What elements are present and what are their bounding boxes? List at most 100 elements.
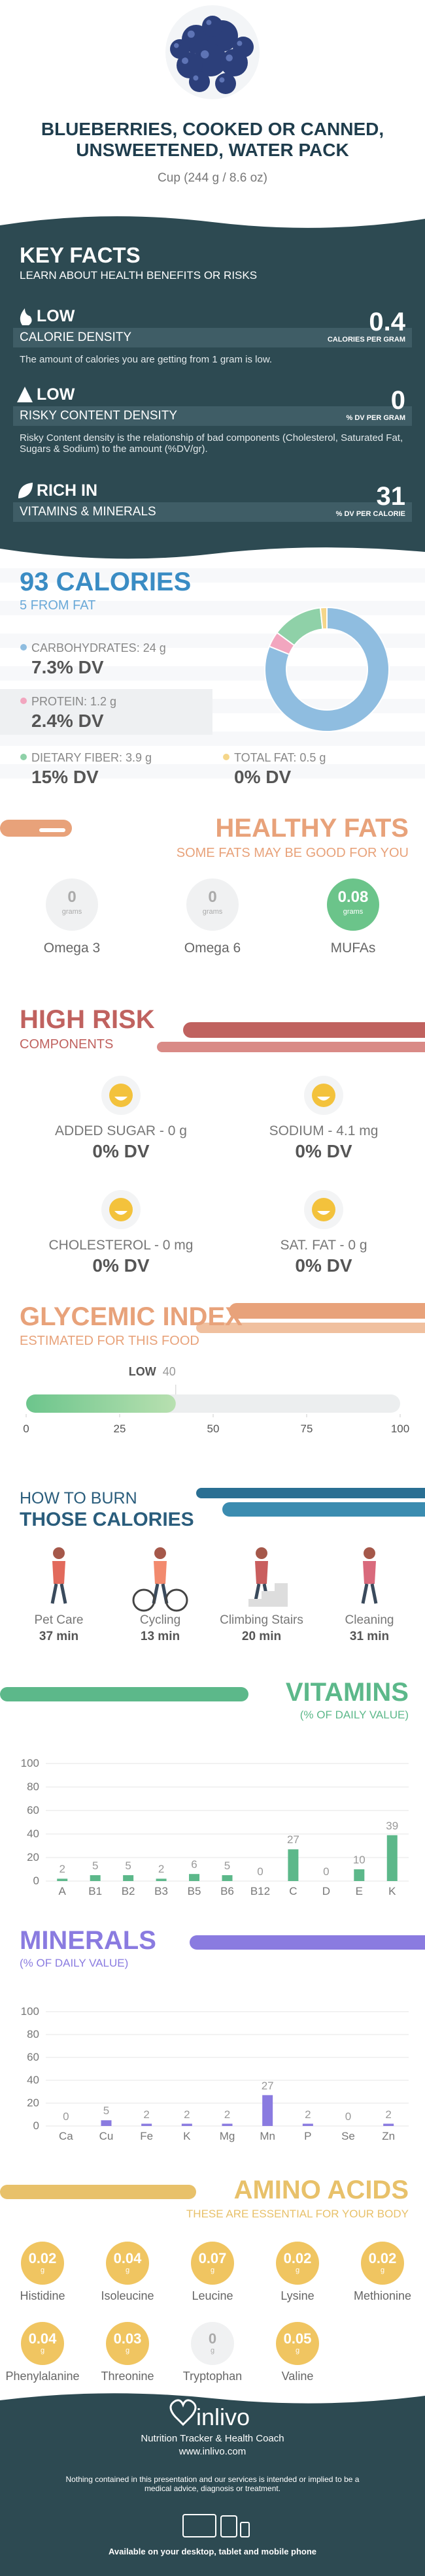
x-tick-label: K: [388, 1885, 396, 1897]
y-tick-label: 80: [27, 2028, 39, 2040]
title-bar: [190, 1935, 425, 1950]
logo-heart: [169, 2399, 197, 2426]
section-title: HIGH RISK: [20, 1005, 155, 1034]
x-tick-label: Zn: [382, 2130, 396, 2142]
face-smile: [114, 1211, 128, 1215]
nutrient-label: DIETARY FIBER: 3.9 g: [31, 751, 152, 764]
device-icon: [182, 2514, 216, 2537]
tagline: Nutrition Tracker & Health Coach: [141, 2433, 284, 2444]
person-body: [154, 1561, 167, 1584]
bar: [156, 1878, 167, 1881]
value-label: 39: [386, 1819, 399, 1832]
x-tick-label: C: [289, 1885, 298, 1897]
berry-shine: [237, 40, 243, 46]
fat-circle: [46, 878, 98, 931]
fact-value: 0.4: [369, 308, 405, 336]
amino-name: Methionine: [353, 2289, 412, 2302]
title-bar: [0, 1687, 248, 1701]
food-title: BLUEBERRIES, COOKED OR CANNED, UNSWEETEN…: [41, 119, 384, 161]
berry-shine: [187, 30, 195, 38]
risk-bar: [157, 1042, 425, 1052]
nutrient-dv: 2.4% DV: [31, 711, 104, 731]
activity-name: Cycling: [139, 1613, 181, 1627]
bar: [57, 1878, 68, 1881]
key-facts-bg: [0, 216, 425, 559]
activity-time: 37 min: [39, 1630, 79, 1643]
legend-dot: [20, 698, 27, 704]
bar: [181, 2123, 192, 2126]
y-tick-label: 0: [33, 2119, 39, 2132]
bar: [101, 2120, 112, 2126]
fact-level: RICH IN: [37, 481, 98, 500]
bar: [302, 2123, 313, 2126]
value-label: 27: [261, 2079, 274, 2092]
amino-circle: [106, 2322, 149, 2365]
fact-band: [13, 502, 412, 522]
fat-unit: grams: [202, 908, 223, 916]
y-tick-label: 100: [20, 2005, 39, 2018]
amino-value: 0.02: [283, 2250, 312, 2266]
section-title: KEY FACTS: [20, 243, 141, 267]
value-label: 10: [352, 1854, 366, 1866]
activity-time: 31 min: [349, 1630, 390, 1643]
face: [109, 1198, 133, 1221]
value-label: 6: [191, 1858, 197, 1871]
fat-value: 0: [208, 888, 217, 906]
nutrient-dv: 0% DV: [234, 767, 292, 787]
section-subtitle: ESTIMATED FOR THIS FOOD: [20, 1334, 199, 1348]
fact-band: [13, 328, 412, 347]
x-tick-label: Mn: [260, 2130, 275, 2142]
risk-dv: 0% DV: [92, 1255, 150, 1276]
y-tick-label: 40: [27, 2074, 39, 2086]
fats-bar: [39, 828, 65, 832]
bar: [383, 2123, 394, 2126]
y-tick-label: 0: [33, 1875, 39, 1887]
footer-bg: [0, 2393, 425, 2576]
serving: Cup (244 g / 8.6 oz): [158, 171, 267, 185]
berry: [189, 71, 210, 92]
face: [312, 1198, 335, 1221]
nutrient-label: TOTAL FAT: 0.5 g: [234, 751, 326, 764]
wheel: [165, 1588, 188, 1612]
fat-circle: [327, 878, 379, 931]
value-label: 5: [224, 1860, 231, 1872]
gi-tick-label: 75: [300, 1423, 313, 1435]
chart-subtitle: (% OF DAILY VALUE): [20, 1957, 129, 1969]
section-subtitle: LEARN ABOUT HEALTH BENEFITS OR RISKS: [20, 269, 258, 282]
amino-circle: [276, 2322, 319, 2365]
burn-bar: [222, 1502, 425, 1517]
bar: [141, 2123, 152, 2126]
risk-label: CHOLESTEROL - 0 mg: [48, 1238, 194, 1253]
fat-name: Omega 3: [43, 941, 101, 956]
berry: [202, 16, 223, 37]
amino-name: Valine: [281, 2370, 314, 2383]
value-label: 0: [345, 2110, 352, 2123]
berry: [215, 73, 236, 94]
stripe: [0, 666, 425, 681]
donut-slice: [264, 606, 390, 732]
amino-circle: [21, 2322, 64, 2365]
calories-subtitle: 5 FROM FAT: [20, 598, 96, 613]
stripe: [0, 732, 425, 746]
section-title: GLYCEMIC INDEX: [20, 1302, 243, 1331]
berry-shine: [201, 50, 209, 59]
fat-value: 0: [67, 888, 76, 906]
nutrient-dv: 7.3% DV: [31, 657, 104, 677]
section-subtitle: THESE ARE ESSENTIAL FOR YOUR BODY: [186, 2208, 409, 2220]
bar: [386, 1835, 398, 1881]
fact-unit: CALORIES PER GRAM: [327, 336, 405, 344]
fat-name: MUFAs: [330, 941, 376, 956]
value-label: 2: [224, 2108, 231, 2121]
amino-value: 0.02: [28, 2250, 57, 2266]
fact-unit: % DV PER CALORIE: [335, 510, 405, 518]
y-tick-label: 20: [27, 2097, 39, 2109]
value-label: 2: [143, 2108, 150, 2121]
amino-circle: [191, 2242, 234, 2285]
legend-dot: [223, 754, 230, 760]
amino-unit: g: [125, 2347, 130, 2355]
gi-value: 40: [162, 1365, 176, 1378]
chart-title: VITAMINS: [285, 1678, 409, 1707]
device-icon: [240, 2522, 250, 2537]
bar: [288, 1849, 299, 1881]
y-tick-label: 60: [27, 2051, 39, 2063]
